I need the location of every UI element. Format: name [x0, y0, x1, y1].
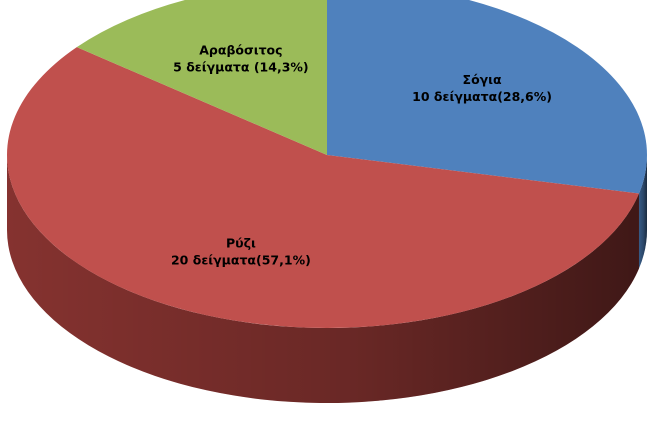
slice-ρύζι-side-shading [6, 155, 639, 404]
slice-ρύζι-value: 20 δείγματα(57,1%) [171, 253, 311, 268]
pie-top-faces [7, 0, 647, 328]
slice-σόγια-value: 10 δείγματα(28,6%) [412, 89, 552, 104]
slice-σόγια-side-shading [638, 155, 648, 269]
slice-αραβόσιτος-data-label: Αραβόσιτος 5 δείγματα (14,3%) [173, 42, 308, 74]
slice-ρύζι-name: Ρύζι [226, 236, 256, 251]
slice-αραβόσιτος-value: 5 δείγματα (14,3%) [173, 59, 308, 74]
slice-ρύζι-top [7, 47, 639, 328]
pie-data-labels: Σόγια 10 δείγματα(28,6%) Ρύζι 20 δείγματα(5… [171, 42, 552, 267]
slice-σόγια-top [327, 0, 647, 194]
slice-αραβόσιτος-name: Αραβόσιτος [199, 42, 282, 57]
slice-σόγια-data-label: Σόγια 10 δείγματα(28,6%) [412, 72, 552, 104]
slice-αραβόσιτος-top [76, 0, 327, 155]
pie-side-walls [6, 155, 648, 404]
slice-ρύζι-data-label: Ρύζι 20 δείγματα(57,1%) [171, 236, 311, 268]
slice-σόγια-name: Σόγια [463, 72, 503, 87]
